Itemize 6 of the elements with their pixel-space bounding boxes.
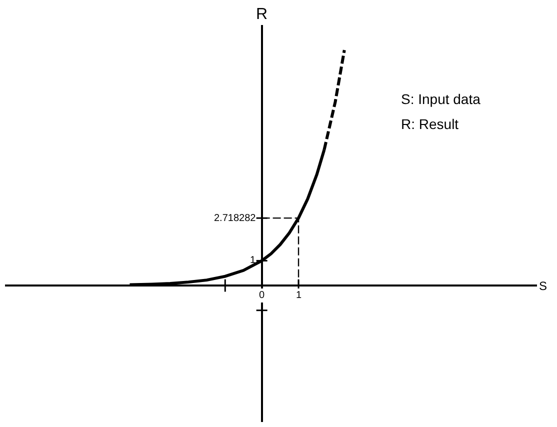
y-tick-label: 2.718282 <box>214 213 256 224</box>
annotation: R: Result <box>401 116 459 132</box>
x-axis-title: S <box>539 279 548 293</box>
annotation: S: Input data <box>401 91 481 107</box>
x-tick-label: 0 <box>259 290 265 301</box>
y-axis-title: R <box>256 6 268 23</box>
